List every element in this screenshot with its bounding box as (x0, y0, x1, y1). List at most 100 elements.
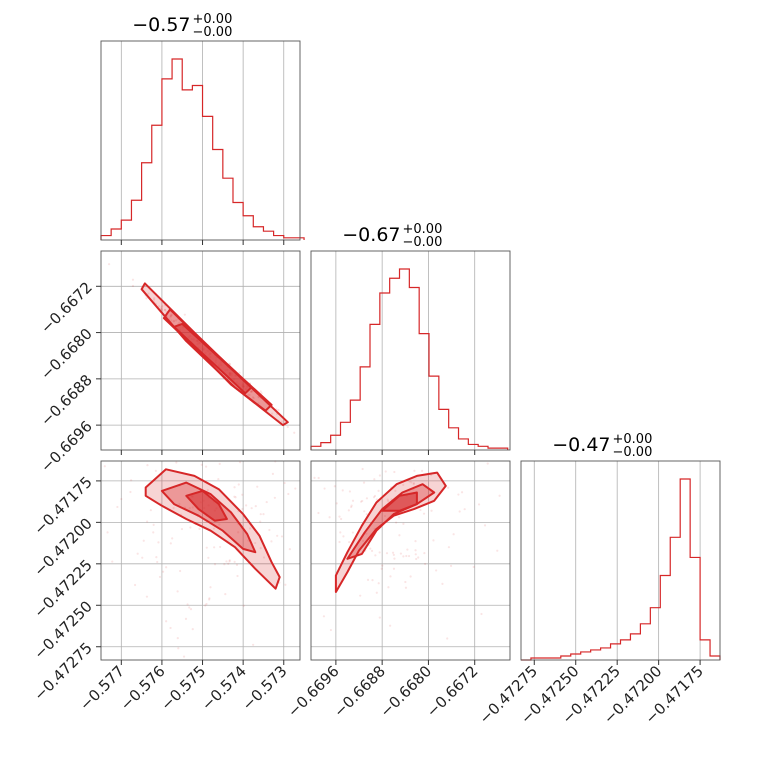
scatter-point (228, 559, 231, 562)
scatter-point (238, 461, 242, 464)
panel-title-err-minus: −0.00 (403, 235, 443, 250)
scatter-point (158, 575, 162, 579)
scatter-point (259, 513, 262, 516)
scatter-point (256, 485, 259, 488)
scatter-point (191, 506, 194, 509)
scatter-point (111, 560, 114, 563)
scatter-point (170, 313, 173, 316)
scatter-point (169, 542, 172, 545)
scatter-point (154, 469, 157, 472)
scatter-point (182, 655, 186, 658)
scatter-point (270, 540, 273, 543)
scatter-point (103, 465, 106, 468)
scatter-point (223, 563, 226, 566)
scatter-point (170, 314, 173, 317)
scatter-point (348, 490, 352, 493)
scatter-point (271, 472, 275, 476)
scatter-point (412, 482, 416, 485)
scatter-point (236, 574, 239, 578)
scatter-point (179, 569, 182, 573)
scatter-point (284, 583, 287, 586)
scatter-point (233, 560, 236, 563)
scatter-point (498, 494, 501, 497)
scatter-point (377, 489, 380, 492)
contour-line (381, 491, 418, 512)
scatter-point (361, 499, 364, 503)
scatter-point (157, 305, 161, 308)
scatter-point (342, 535, 345, 538)
scatter-point (198, 527, 201, 530)
scatter-point (483, 524, 487, 527)
scatter-point (446, 637, 449, 640)
scatter-point (288, 548, 291, 551)
scatter-point (176, 590, 179, 593)
scatter-point (405, 554, 408, 558)
scatter-point (419, 508, 422, 512)
scatter-point (273, 496, 276, 499)
scatter-point (380, 567, 383, 570)
contour-line (185, 489, 228, 522)
scatter-point (402, 555, 405, 558)
contour-line (144, 468, 281, 590)
scatter-point (328, 516, 331, 519)
scatter-point (142, 539, 145, 542)
contour-line (334, 471, 447, 593)
contour-line (346, 483, 436, 560)
scatter-point (217, 477, 220, 481)
scatter-point (208, 597, 211, 600)
scatter-point (373, 478, 376, 481)
scatter-point (394, 489, 397, 492)
scatter-point (402, 483, 405, 487)
scatter-point (208, 598, 211, 601)
scatter-point (157, 541, 160, 544)
scatter-point (129, 490, 132, 494)
scatter-point (406, 548, 409, 551)
scatter-point (204, 604, 207, 607)
scatter-point (286, 425, 289, 429)
panel-title-err-plus: +0.00 (613, 432, 653, 447)
scatter-point (183, 313, 186, 316)
scatter-point (163, 308, 167, 311)
scatter-point (241, 507, 244, 511)
scatter-point (175, 461, 178, 464)
scatter-point (393, 557, 396, 560)
scatter-point (250, 389, 253, 393)
scatter-point (457, 493, 460, 496)
scatter-point (350, 504, 353, 507)
scatter-point (156, 560, 159, 564)
scatter-point (164, 308, 167, 312)
scatter-point (387, 586, 390, 589)
scatter-point (213, 563, 217, 566)
scatter-point (153, 297, 156, 300)
panel-frame (100, 40, 301, 241)
scatter-point (260, 392, 263, 395)
scatter-point (268, 528, 271, 532)
scatter-point (160, 307, 163, 311)
panel-title-err-minus: −0.00 (193, 25, 233, 40)
scatter-point (338, 540, 341, 544)
scatter-point (160, 307, 163, 310)
scatter-point (340, 517, 343, 521)
scatter-point (420, 469, 424, 472)
scatter-point (237, 483, 240, 486)
scatter-point (293, 431, 296, 434)
scatter-point (430, 509, 433, 512)
scatter-point (259, 520, 262, 523)
scatter-point (161, 304, 164, 308)
scatter-point (172, 506, 175, 510)
scatter-point (389, 624, 392, 627)
scatter-point (280, 420, 283, 423)
panel-frame (310, 250, 511, 451)
scatter-point (423, 552, 426, 555)
scatter-point (169, 314, 173, 318)
scatter-point (247, 393, 250, 396)
scatter-point (361, 467, 364, 471)
contour-panel-0-2: −0.577−0.576−0.575−0.574−0.573−0.47275−0… (30, 460, 301, 714)
scatter-point (237, 531, 240, 534)
scatter-point (393, 470, 396, 474)
y-tick-label: −0.6672 (37, 278, 96, 337)
scatter-point (213, 546, 216, 549)
scatter-point (120, 497, 123, 501)
scatter-point (171, 537, 174, 540)
scatter-point (422, 512, 426, 515)
